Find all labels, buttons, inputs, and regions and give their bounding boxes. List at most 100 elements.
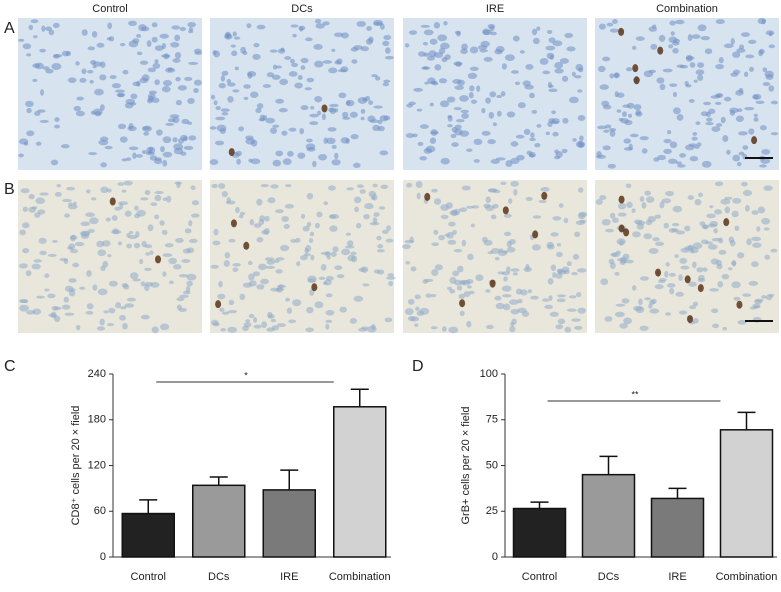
nucleus (616, 238, 626, 246)
nucleus (224, 252, 231, 259)
nucleus (156, 129, 163, 136)
nucleus (353, 45, 363, 50)
nucleus (378, 206, 386, 210)
micrograph (18, 18, 203, 170)
nucleus (728, 236, 735, 243)
nucleus (297, 75, 303, 81)
nucleus (667, 158, 678, 164)
nucleus (126, 233, 131, 238)
nucleus (749, 66, 754, 72)
nucleus (504, 54, 515, 61)
nucleus (357, 96, 368, 104)
nucleus (506, 111, 516, 118)
nucleus (608, 127, 617, 132)
x-tick-label: Control (131, 571, 166, 583)
nucleus (154, 190, 164, 195)
nucleus (36, 295, 45, 299)
nucleus (413, 87, 423, 92)
nucleus (299, 127, 305, 135)
nucleus (431, 188, 438, 193)
nucleus (288, 71, 298, 77)
nucleus (495, 46, 505, 53)
nucleus (676, 114, 684, 121)
nucleus (506, 266, 511, 274)
nucleus (440, 214, 449, 220)
nucleus (278, 108, 288, 113)
nucleus (730, 72, 739, 77)
nucleus (434, 264, 443, 271)
nucleus (66, 186, 76, 191)
nucleus (577, 307, 586, 314)
nucleus (211, 183, 218, 189)
nucleus (315, 23, 325, 29)
nucleus (529, 154, 535, 158)
nucleus (738, 44, 745, 50)
nucleus (495, 157, 506, 161)
nucleus (290, 58, 295, 64)
nucleus (327, 127, 337, 132)
stained-cell (655, 268, 662, 277)
nucleus (696, 142, 702, 147)
nucleus (511, 70, 519, 74)
column-label: IRE (486, 3, 504, 15)
nucleus (625, 183, 632, 189)
nucleus (377, 119, 383, 125)
nucleus (748, 280, 759, 286)
nucleus (547, 81, 552, 88)
nucleus (331, 48, 336, 52)
nucleus (713, 228, 718, 234)
nucleus (632, 285, 637, 291)
nucleus (354, 206, 359, 213)
y-tick-label: 0 (492, 551, 498, 563)
stained-cell (697, 284, 704, 293)
column-label: DCs (291, 3, 313, 15)
nucleus (461, 112, 469, 120)
nucleus (143, 131, 150, 136)
nucleus (52, 53, 60, 59)
nucleus (571, 71, 576, 77)
nucleus (106, 37, 112, 41)
nucleus (648, 247, 659, 255)
nucleus (761, 217, 771, 225)
nucleus (30, 19, 39, 24)
nucleus (47, 253, 57, 257)
nucleus (132, 81, 140, 87)
nucleus (121, 158, 128, 162)
error-bar (599, 455, 618, 475)
nucleus (28, 206, 36, 213)
nucleus (430, 80, 438, 85)
nucleus (34, 212, 41, 218)
nucleus (305, 143, 316, 150)
nucleus (562, 117, 569, 124)
nucleus (429, 38, 438, 45)
nucleus (628, 143, 633, 150)
nucleus (738, 131, 748, 136)
nucleus (218, 82, 227, 89)
nucleus (159, 220, 165, 226)
nucleus (336, 274, 345, 279)
nucleus (649, 299, 656, 305)
nucleus (250, 158, 261, 165)
stained-cell (230, 219, 237, 228)
nucleus (123, 284, 130, 290)
nucleus (467, 285, 472, 289)
nucleus (147, 98, 153, 104)
nucleus (129, 272, 139, 280)
nucleus (490, 214, 497, 220)
nucleus (174, 34, 181, 42)
nucleus (126, 243, 132, 249)
nucleus (473, 138, 483, 145)
nucleus (50, 159, 59, 166)
nucleus (453, 61, 463, 66)
nucleus (79, 286, 86, 290)
nucleus (481, 107, 486, 114)
nucleus (297, 152, 306, 159)
nucleus (534, 143, 541, 148)
nucleus (152, 62, 161, 69)
nucleus (696, 267, 704, 273)
nucleus (220, 108, 230, 112)
nucleus (669, 20, 676, 26)
stained-cell (618, 27, 625, 36)
nucleus (751, 210, 759, 215)
nucleus (542, 70, 551, 75)
